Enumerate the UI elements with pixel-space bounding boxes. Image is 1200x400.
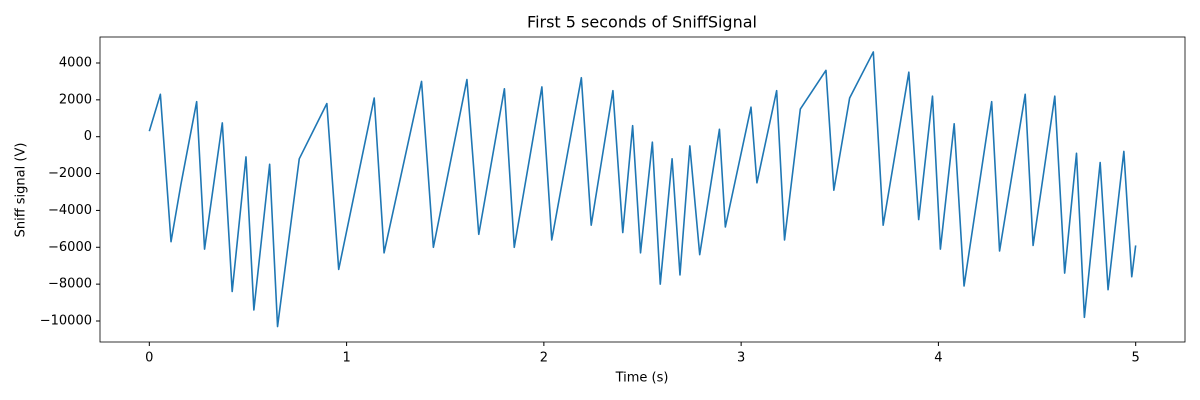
chart-title: First 5 seconds of SniffSignal xyxy=(527,13,757,32)
y-tick-label: −10000 xyxy=(40,313,92,328)
y-tick-label: −4000 xyxy=(48,203,92,218)
x-tick-label: 4 xyxy=(934,351,942,366)
x-axis-label: Time (s) xyxy=(615,371,669,386)
plot-frame xyxy=(99,36,1186,343)
x-tick-label: 5 xyxy=(1132,351,1140,366)
x-tick-label: 2 xyxy=(540,351,548,366)
y-tick-label: −6000 xyxy=(48,240,92,255)
y-tick-label: 4000 xyxy=(59,55,92,70)
x-tick-label: 1 xyxy=(342,351,350,366)
signal-line xyxy=(148,51,1137,328)
y-tick-label: 0 xyxy=(84,129,92,144)
x-tick-label: 3 xyxy=(737,351,745,366)
y-tick-label: −8000 xyxy=(48,277,92,292)
y-axis-label: Sniff signal (V) xyxy=(14,143,29,238)
x-tick-label: 0 xyxy=(145,351,153,366)
y-tick-label: 2000 xyxy=(59,92,92,107)
y-tick-label: −2000 xyxy=(48,166,92,181)
